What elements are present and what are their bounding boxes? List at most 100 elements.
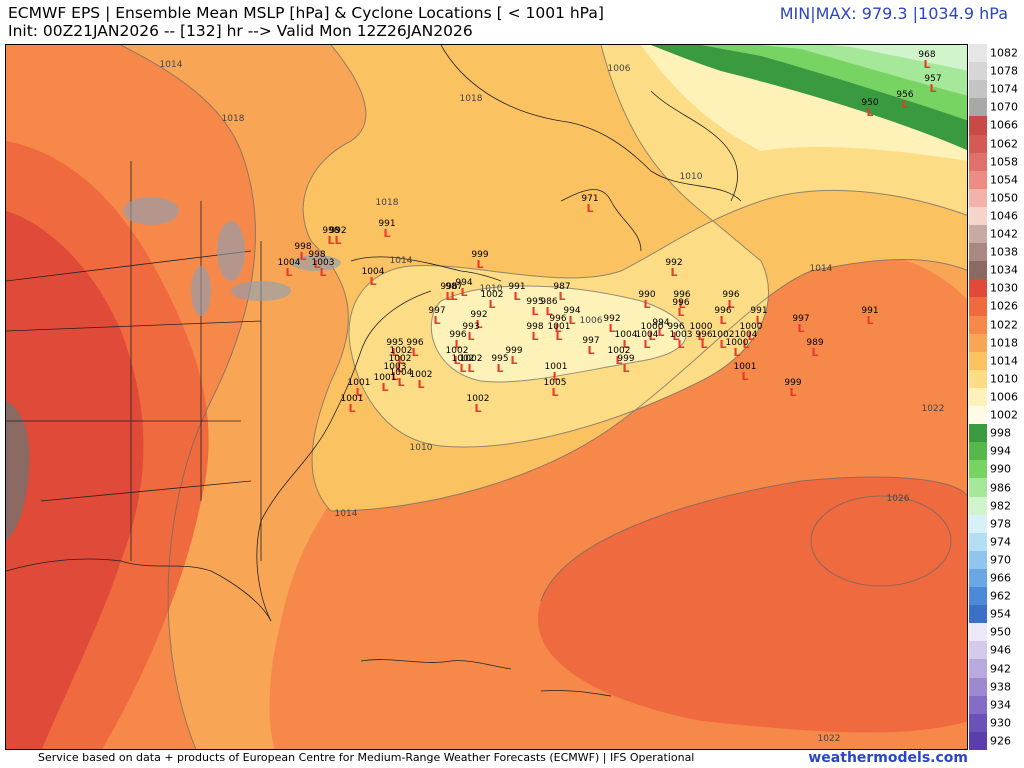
colorbar-label: 998 bbox=[990, 426, 1011, 440]
isobar-lines bbox=[120, 45, 967, 749]
isobar-1026 bbox=[810, 495, 952, 587]
cyclone-pressure-label: 994 bbox=[652, 318, 669, 328]
isobar-1010 bbox=[348, 45, 967, 448]
isobar-label: 1022 bbox=[922, 404, 945, 414]
colorbar-step: 926 bbox=[969, 731, 1019, 750]
cyclone-pressure-label: 995 bbox=[491, 354, 508, 364]
low-symbol: L bbox=[531, 330, 538, 343]
cyclone-pressure-label: 1002 bbox=[467, 394, 490, 404]
colorbar-swatch bbox=[969, 568, 987, 588]
cyclone-pressure-label: 999 bbox=[505, 346, 522, 356]
field-1006-low bbox=[431, 286, 686, 382]
colorbar-swatch bbox=[969, 677, 987, 696]
colorbar-swatch bbox=[969, 478, 987, 497]
low-symbol: L bbox=[313, 258, 320, 271]
low-symbol: L bbox=[383, 227, 390, 240]
low-symbol: L bbox=[727, 298, 734, 311]
cyclone-pressure-label: 1001 bbox=[545, 362, 568, 372]
colorbar-step: 1050 bbox=[969, 188, 1019, 207]
colorbar-step: 1034 bbox=[969, 261, 1019, 280]
cyclone-pressure-label: 1004 bbox=[362, 267, 385, 277]
low-symbol: L bbox=[747, 330, 754, 343]
low-symbol: L bbox=[513, 290, 520, 303]
low-symbol: L bbox=[719, 314, 726, 327]
low-symbol: L bbox=[348, 402, 355, 415]
low-symbol: L bbox=[558, 290, 565, 303]
isobar-label: 1006 bbox=[580, 316, 603, 326]
low-symbol: L bbox=[510, 354, 517, 367]
colorbar-step: 982 bbox=[969, 496, 1019, 515]
low-symbol: L bbox=[397, 376, 404, 389]
low-symbol: L bbox=[545, 305, 552, 318]
cyclone-pressure-label: 1004 bbox=[636, 330, 659, 340]
low-symbol: L bbox=[923, 58, 930, 71]
colorbar-swatch bbox=[969, 315, 987, 334]
cyclone-pressure-label: 968 bbox=[918, 50, 935, 60]
colorbar-swatch bbox=[969, 424, 987, 443]
cyclone-pressure-label: 996 bbox=[695, 330, 712, 340]
colorbar-swatch bbox=[969, 116, 987, 135]
colorbar-step: 930 bbox=[969, 713, 1019, 732]
pressure-map[interactable]: 1014 1018 1018 1018 1006 1014 1010 1014 1010 1006… bbox=[5, 44, 968, 750]
brand-link[interactable]: weathermodels.com bbox=[808, 750, 968, 766]
low-symbol: L bbox=[474, 402, 481, 415]
low-symbol: L bbox=[622, 338, 629, 351]
colorbar-step: 954 bbox=[969, 605, 1019, 624]
cyclone-pressure-label: 991 bbox=[378, 219, 395, 229]
low-symbol: L bbox=[866, 314, 873, 327]
cyclone-pressure-label: 1002 bbox=[410, 370, 433, 380]
colorbar-step: 986 bbox=[969, 478, 1019, 497]
colorbar-step: 962 bbox=[969, 587, 1019, 606]
low-symbol: L bbox=[355, 386, 362, 399]
low-symbol: L bbox=[643, 338, 650, 351]
cyclone-pressure-label: 994 bbox=[563, 306, 580, 316]
colorbar-swatch bbox=[969, 261, 987, 280]
cyclone-pressure-label: 996 bbox=[722, 290, 739, 300]
colorbar-step: 1010 bbox=[969, 369, 1019, 388]
colorbar-label: 1042 bbox=[990, 227, 1018, 241]
cyclone-pressure-label: 1004 bbox=[278, 258, 301, 268]
cyclone-pressure-label: 992 bbox=[603, 314, 620, 324]
colorbar-label: 1050 bbox=[990, 191, 1018, 205]
caribbean-islands bbox=[360, 659, 612, 697]
colorbar-label: 1022 bbox=[990, 318, 1018, 332]
colorbar-swatch bbox=[969, 80, 987, 99]
colorbar-label: 1058 bbox=[990, 155, 1018, 169]
low-symbol: L bbox=[622, 362, 629, 375]
low-symbol: L bbox=[467, 330, 474, 343]
colorbar-label: 1010 bbox=[990, 372, 1018, 386]
colorbar-step: 950 bbox=[969, 623, 1019, 642]
low-symbol: L bbox=[929, 82, 936, 95]
cyclone-pressure-label: 989 bbox=[806, 338, 823, 348]
cyclone-pressure-label: 999 bbox=[784, 378, 801, 388]
low-symbol: L bbox=[417, 378, 424, 391]
isobar-label: 1022 bbox=[818, 734, 841, 744]
colorbar-label: 1054 bbox=[990, 173, 1018, 187]
cyclone-pressure-label: 995 bbox=[526, 297, 543, 307]
colorbar-swatch bbox=[969, 297, 987, 316]
colorbar-swatch bbox=[969, 587, 987, 606]
isobar-label-layer: 1014 1018 1018 1018 1006 1014 1010 1014 1010 1006… bbox=[160, 60, 945, 744]
